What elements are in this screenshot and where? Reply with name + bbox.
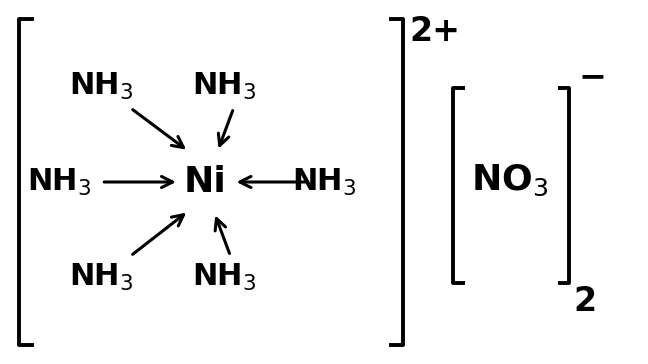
Text: NH$_3$: NH$_3$	[69, 262, 133, 293]
Text: NH$_3$: NH$_3$	[69, 71, 133, 102]
Text: NH$_3$: NH$_3$	[192, 262, 256, 293]
Text: NO$_3$: NO$_3$	[470, 163, 548, 198]
Text: 2: 2	[573, 285, 597, 318]
Text: NH$_3$: NH$_3$	[292, 166, 356, 198]
Text: −: −	[579, 60, 607, 94]
Text: NH$_3$: NH$_3$	[192, 71, 256, 102]
Text: 2+: 2+	[409, 15, 460, 48]
Text: NH$_3$: NH$_3$	[27, 166, 91, 198]
Text: Ni: Ni	[183, 165, 226, 199]
